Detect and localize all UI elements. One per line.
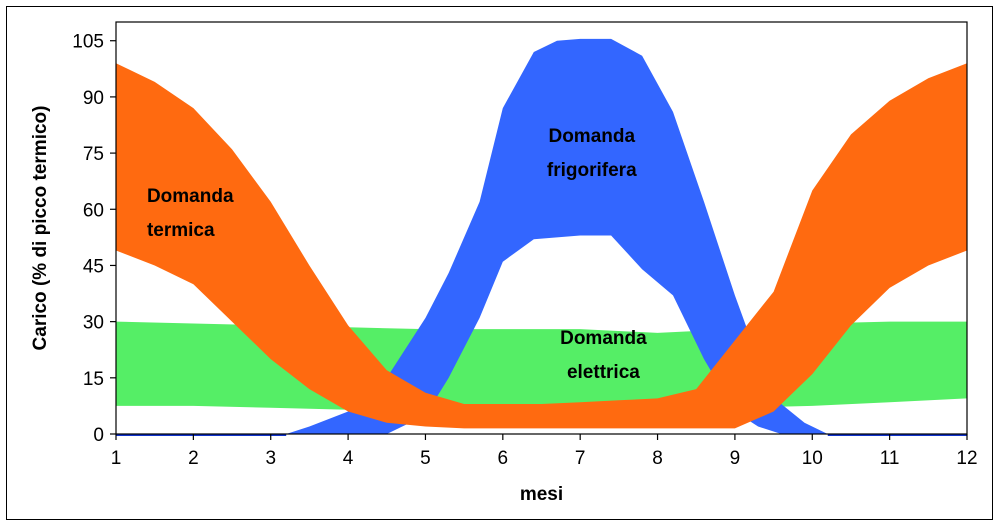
- y-tick-label: 15: [83, 369, 104, 390]
- label-layer: Domanda elettrica Domanda frigorifera Domand…: [147, 126, 647, 383]
- band-label-termica: Domanda: [147, 186, 234, 207]
- band-layer: [116, 38, 967, 435]
- x-tick-label: 2: [188, 448, 199, 469]
- band-label-frigorifera: frigorifera: [547, 160, 637, 181]
- band-label-elettrica: elettrica: [567, 362, 640, 383]
- band-frigorifera: [286, 38, 828, 435]
- x-tick-label: 3: [265, 448, 276, 469]
- y-tick-label: 75: [83, 144, 104, 165]
- y-tick-label: 45: [83, 256, 104, 277]
- band-label-frigorifera: Domanda: [548, 126, 635, 147]
- x-tick-label: 1: [111, 448, 122, 469]
- band-label-termica: termica: [147, 220, 215, 241]
- band-label-elettrica: Domanda: [560, 328, 647, 349]
- y-tick-label: 90: [83, 88, 104, 109]
- x-tick-label: 6: [498, 448, 509, 469]
- x-tick-label: 9: [730, 448, 741, 469]
- x-axis-title: mesi: [520, 484, 563, 505]
- x-tick-label: 12: [956, 448, 977, 469]
- x-tick-label: 8: [652, 448, 663, 469]
- y-axis-title: Carico (% di picco termico): [30, 106, 51, 351]
- x-tick-label: 10: [802, 448, 823, 469]
- plot-area-border: [115, 21, 968, 435]
- y-tick-label: 0: [93, 425, 104, 446]
- x-tick-label: 7: [575, 448, 586, 469]
- x-tick-label: 11: [880, 448, 900, 469]
- y-tick-label: 30: [83, 313, 104, 334]
- y-tick-label: 105: [72, 32, 104, 53]
- y-tick-label: 60: [83, 200, 104, 221]
- x-tick-label: 5: [420, 448, 431, 469]
- x-tick-label: 4: [343, 448, 354, 469]
- band-termica: [116, 63, 967, 429]
